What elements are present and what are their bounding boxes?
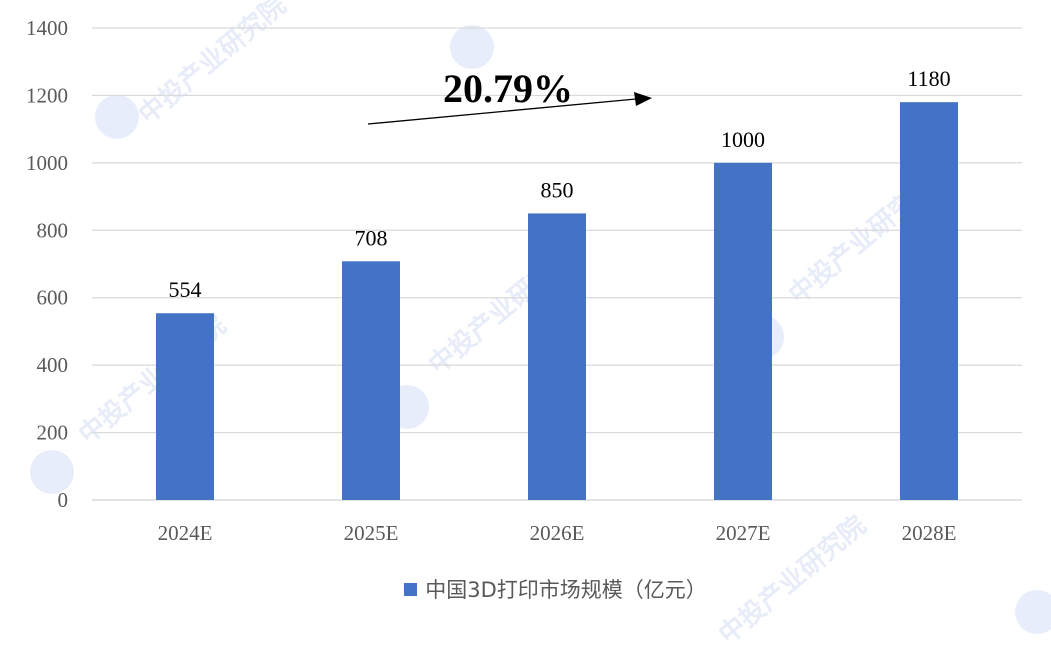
growth-annotation: 20.79% — [367, 66, 652, 125]
data-label: 1180 — [907, 66, 950, 91]
legend-label: 中国3D打印市场规模（亿元） — [425, 578, 707, 602]
data-label: 708 — [355, 225, 388, 250]
data-labels: 554 708 850 1000 1180 — [169, 66, 951, 302]
y-tick-label: 1400 — [26, 16, 68, 40]
y-tick-label: 800 — [37, 218, 69, 242]
x-tick-label: 2025E — [344, 521, 399, 545]
y-tick-label: 1000 — [26, 151, 68, 175]
y-tick-label: 1200 — [26, 83, 68, 107]
x-tick-label: 2027E — [716, 521, 771, 545]
legend: 中国3D打印市场规模（亿元） — [0, 574, 1051, 604]
bar-chart: 0 200 400 600 800 1000 1200 1400 554 708 850 1000 1… — [26, 16, 1022, 545]
bar — [528, 213, 586, 500]
y-tick-label: 200 — [37, 421, 69, 445]
legend-swatch — [404, 582, 418, 596]
x-tick-label: 2026E — [530, 521, 585, 545]
bar — [342, 261, 400, 500]
y-axis-ticks: 0 200 400 600 800 1000 1200 1400 — [26, 16, 68, 512]
data-label: 554 — [169, 277, 202, 302]
y-tick-label: 0 — [58, 488, 69, 512]
growth-rate-label: 20.79% — [443, 66, 573, 111]
y-tick-label: 600 — [37, 286, 69, 310]
x-axis-ticks: 2024E 2025E 2026E 2027E 2028E — [158, 521, 957, 545]
x-tick-label: 2028E — [902, 521, 957, 545]
bar — [900, 102, 958, 501]
bar — [714, 162, 772, 500]
x-tick-label: 2024E — [158, 521, 213, 545]
data-label: 850 — [541, 177, 574, 202]
growth-arrow-line — [367, 98, 637, 125]
bars — [156, 102, 958, 501]
growth-arrow-head — [634, 92, 652, 106]
y-tick-label: 400 — [37, 353, 69, 377]
data-label: 1000 — [721, 127, 765, 152]
bar — [156, 313, 214, 500]
